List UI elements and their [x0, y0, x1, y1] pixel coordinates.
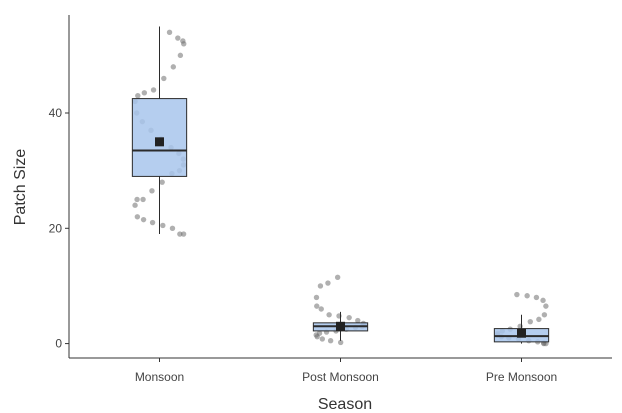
data-point: [177, 52, 184, 59]
y-tick-label: 20: [49, 221, 63, 235]
data-point: [527, 318, 533, 325]
data-point: [141, 90, 148, 96]
x-tick-label: Post Monsoon: [302, 370, 379, 384]
mean-marker: [336, 321, 345, 331]
data-point: [514, 291, 520, 298]
data-point: [161, 75, 167, 82]
data-point: [175, 35, 181, 41]
y-tick-label: 0: [55, 337, 62, 351]
data-point: [166, 29, 173, 35]
data-point: [533, 294, 540, 301]
y-axis-ticks: 0 20 40: [49, 106, 69, 351]
data-point: [346, 314, 352, 321]
data-point: [159, 179, 165, 185]
data-point: [177, 231, 183, 237]
data-point: [314, 333, 320, 340]
data-point: [314, 303, 320, 309]
data-point: [355, 317, 361, 324]
axes: [68, 15, 612, 359]
boxes: [131, 26, 550, 344]
data-point: [524, 293, 530, 299]
data-point: [541, 312, 548, 318]
data-point: [170, 64, 177, 70]
data-point: [135, 93, 141, 99]
y-tick-label: 40: [49, 106, 63, 120]
data-point: [150, 87, 157, 93]
x-axis-ticks: Monsoon Post Monsoon Pre Monsoon: [135, 358, 557, 384]
data-point: [325, 280, 331, 286]
data-point: [181, 41, 187, 47]
data-point: [334, 274, 341, 280]
data-point: [140, 196, 146, 203]
x-tick-label: Pre Monsoon: [486, 370, 557, 384]
data-point: [132, 202, 138, 208]
jitter-points: [132, 29, 549, 347]
data-point: [149, 188, 155, 194]
data-point: [140, 216, 147, 223]
data-point: [134, 196, 140, 203]
data-point: [134, 214, 141, 220]
y-axis-title: Patch Size: [12, 149, 29, 226]
data-point: [536, 316, 542, 323]
data-point: [319, 336, 326, 342]
mean-marker: [155, 137, 164, 147]
data-point: [317, 283, 324, 289]
data-point: [543, 303, 549, 309]
data-point: [540, 297, 546, 304]
data-point: [313, 294, 320, 301]
data-point: [180, 231, 187, 237]
x-axis-title: Season: [318, 396, 372, 413]
mean-marker: [517, 328, 526, 338]
data-point: [149, 219, 156, 226]
data-point: [327, 338, 334, 344]
data-point: [160, 222, 166, 229]
data-point: [326, 312, 332, 318]
data-point: [337, 339, 344, 346]
data-point: [169, 225, 176, 231]
x-tick-label: Monsoon: [135, 370, 184, 384]
data-point: [318, 306, 324, 312]
